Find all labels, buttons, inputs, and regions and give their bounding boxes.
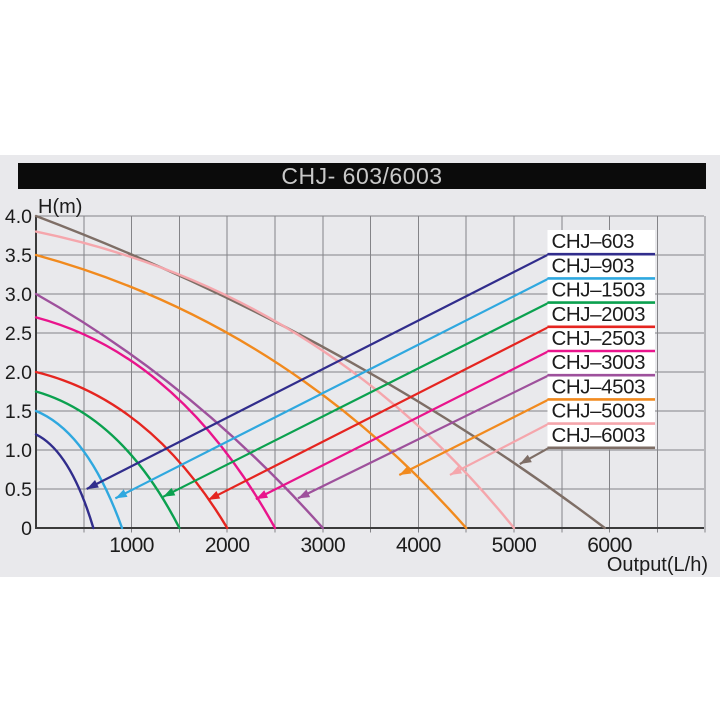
leader-arrow-chj-5003 [449, 465, 463, 475]
x-tick-labels: 1000 2000 3000 4000 5000 6000 [109, 534, 632, 557]
y-tick-label: 0 [21, 518, 32, 540]
y-tick-label: 0.5 [5, 479, 32, 501]
x-axis-title: Output(L/h) [607, 554, 708, 576]
leader-arrow-chj-603 [86, 480, 99, 489]
y-tick-label: 2.0 [5, 362, 32, 384]
legend-label-chj-603: CHJ–603 [552, 230, 635, 253]
leader-arrow-chj-903 [115, 489, 128, 499]
y-tick-label: 3.0 [5, 284, 32, 306]
legend-label-chj-6003: CHJ–6003 [552, 424, 646, 447]
curve-chj-4503 [34, 253, 468, 530]
curve-chj-2503 [34, 316, 277, 530]
y-tick-label: 1.0 [5, 440, 32, 462]
leader-arrow-chj-3003 [297, 489, 311, 499]
pump-performance-chart: 0 0.5 1.0 1.5 2.0 2.5 3.0 3.5 4.0 1000 2000 3000 400… [5, 196, 708, 576]
x-tick-label: 4000 [396, 534, 441, 557]
curve-chj-3003 [34, 292, 324, 530]
y-tick-label: 2.5 [5, 323, 32, 345]
chart-title-bar: CHJ- 603/6003 [18, 163, 706, 189]
curve-chj-903 [34, 409, 124, 530]
curve-chj-5003 [34, 230, 516, 530]
curve-chj-1503 [34, 390, 181, 530]
leader-arrow-chj-1503 [163, 487, 176, 497]
leader-arrow-chj-2503 [255, 490, 269, 500]
chart-panel: CHJ- 603/6003 0 0.5 1.0 1.5 2.0 2.5 3.0 3.5 4.0 1… [0, 155, 720, 577]
curve-chj-6003 [34, 214, 607, 530]
curve-chj-2003 [34, 370, 229, 530]
y-tick-label: 3.5 [5, 245, 32, 267]
curve-chj-603 [34, 433, 95, 530]
x-tick-label: 2000 [205, 534, 250, 557]
legend-label-chj-3003: CHJ–3003 [552, 351, 646, 374]
y-axis-title: H(m) [38, 196, 82, 218]
legend-label-chj-4503: CHJ–4503 [552, 375, 646, 398]
leader-arrow-chj-6003 [519, 454, 532, 465]
y-tick-label: 4.0 [5, 206, 32, 228]
x-tick-label: 3000 [300, 534, 345, 557]
x-tick-label: 5000 [492, 534, 537, 557]
legend-label-chj-2003: CHJ–2003 [552, 303, 646, 326]
legend-label-chj-1503: CHJ–1503 [552, 279, 646, 302]
legend-label-chj-2503: CHJ–2503 [552, 327, 646, 350]
x-tick-label: 1000 [109, 534, 154, 557]
y-tick-label: 1.5 [5, 401, 32, 423]
legend-label-chj-5003: CHJ–5003 [552, 400, 646, 423]
chart-title: CHJ- 603/6003 [281, 162, 443, 189]
pump-curves [34, 214, 607, 530]
legend: CHJ–603CHJ–903CHJ–1503CHJ–2003CHJ–2503CH… [86, 230, 655, 500]
legend-label-chj-903: CHJ–903 [552, 254, 635, 277]
y-tick-labels: 0 0.5 1.0 1.5 2.0 2.5 3.0 3.5 4.0 [5, 206, 32, 540]
legend-box [547, 230, 655, 450]
leader-arrow-chj-4503 [399, 466, 412, 475]
leader-arrow-chj-2003 [208, 490, 221, 500]
x-tick-label: 6000 [587, 534, 632, 557]
